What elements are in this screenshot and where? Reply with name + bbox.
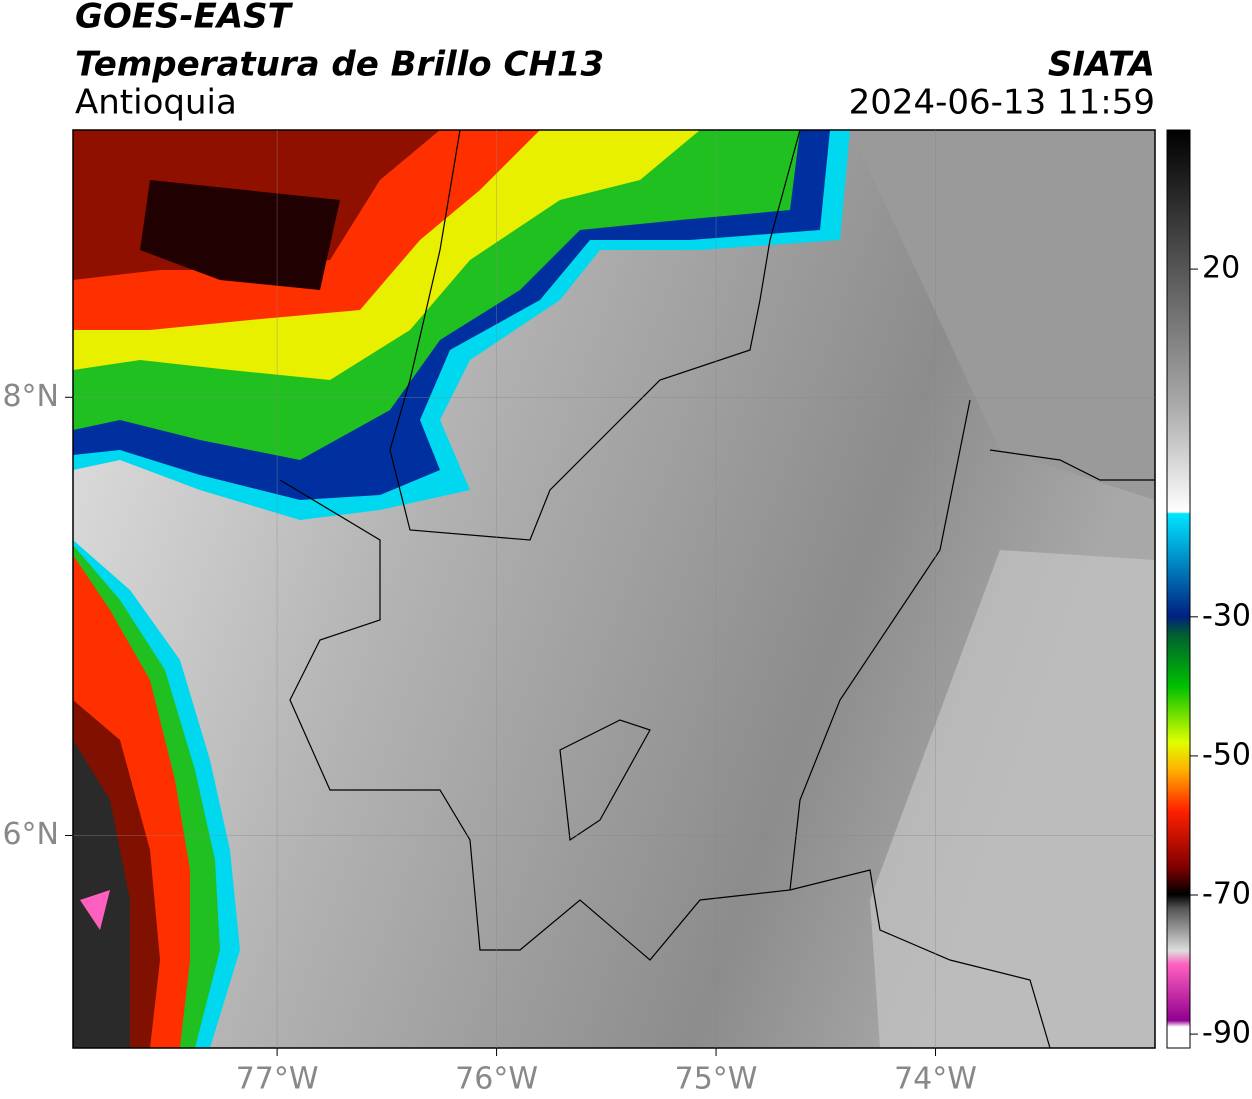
colorbar-tick-label: 20: [1202, 251, 1240, 286]
datetime: 2024-06-13 11:59: [849, 83, 1155, 123]
satellite-image: [73, 130, 1155, 1048]
x-tick-label: 75°W: [675, 1062, 758, 1097]
x-tick-label: 74°W: [894, 1062, 977, 1097]
colorbar: [1166, 129, 1191, 1049]
x-tick-label: 77°W: [236, 1062, 319, 1097]
colorbar-tick-label: -30: [1202, 598, 1251, 633]
y-tick-label: 6°N: [2, 817, 59, 852]
colorbar-tick-label: -70: [1202, 877, 1251, 912]
colorbar-tick-label: -50: [1202, 737, 1251, 772]
map-frame: [72, 129, 1156, 1049]
colorbar-tick-label: -90: [1202, 1016, 1251, 1051]
region: Antioquia: [75, 83, 237, 123]
x-tick-label: 76°W: [455, 1062, 538, 1097]
source: SIATA: [1048, 45, 1155, 85]
title: GOES-EAST: [75, 0, 294, 37]
y-tick-label: 8°N: [2, 379, 59, 414]
subtitle: Temperatura de Brillo CH13: [75, 45, 604, 85]
